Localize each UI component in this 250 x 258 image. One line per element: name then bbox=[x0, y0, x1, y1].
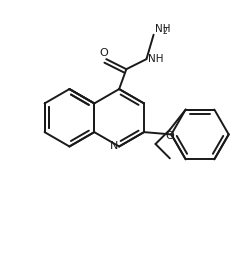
Text: NH: NH bbox=[147, 54, 162, 64]
Text: NH: NH bbox=[154, 24, 170, 34]
Text: O: O bbox=[99, 48, 108, 58]
Text: O: O bbox=[165, 131, 173, 141]
Text: N: N bbox=[109, 141, 118, 151]
Text: 2: 2 bbox=[162, 27, 166, 36]
